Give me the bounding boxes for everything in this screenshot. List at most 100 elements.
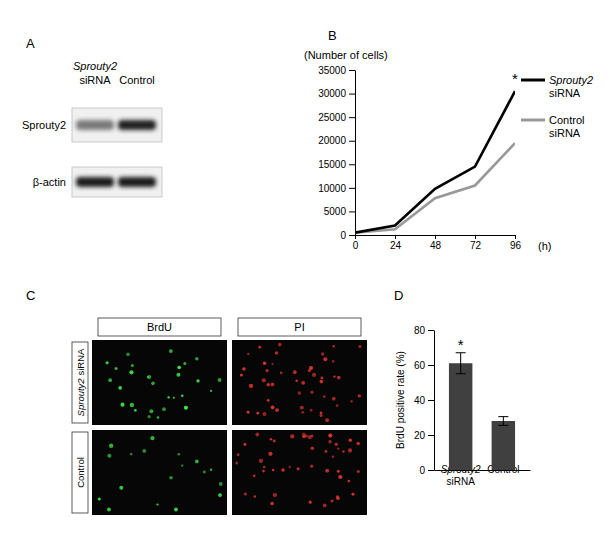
panel-letter: B <box>328 28 337 43</box>
cell-dot <box>267 399 270 402</box>
cell-dot <box>320 414 323 417</box>
cell-dot <box>281 468 284 471</box>
cell-dot <box>109 444 113 448</box>
column-head: BrdU <box>147 321 172 333</box>
tick-label: 25000 <box>318 112 346 123</box>
tick: 60 <box>414 360 434 371</box>
cell-dot <box>249 384 253 388</box>
cell-dot <box>323 503 327 507</box>
tick: 40 <box>414 395 434 406</box>
tick-mark <box>428 330 434 331</box>
tick: 35000 <box>318 65 355 76</box>
x-axis: Sprouty2siRNAControl <box>435 464 531 487</box>
row-head-box <box>72 342 88 423</box>
tick: 20000 <box>318 135 355 146</box>
micrograph <box>232 340 367 425</box>
cell-dot <box>337 470 340 473</box>
label-word: Control <box>75 457 86 488</box>
cell-dot <box>237 453 240 456</box>
cell-dot <box>147 376 149 378</box>
cell-dot <box>358 345 361 348</box>
tick-label: 35000 <box>318 65 346 76</box>
row-head: Control <box>75 457 86 488</box>
cell-dot <box>328 434 332 438</box>
cell-dot <box>323 395 326 398</box>
cell-dot <box>297 467 300 470</box>
tick: 25000 <box>318 112 355 123</box>
cell-dot <box>169 349 173 353</box>
legend-swatch <box>521 79 545 82</box>
cell-dot <box>357 470 360 473</box>
label-line: Sprouty2 <box>549 74 593 86</box>
cell-dot <box>332 455 335 458</box>
cell-dot <box>134 409 137 412</box>
cell-dot <box>107 508 111 512</box>
cell-dot <box>177 453 180 456</box>
cell-dot <box>356 442 360 446</box>
cell-dot <box>310 446 314 450</box>
cell-dot <box>328 440 332 444</box>
blot-strip <box>72 108 162 142</box>
cell-dot <box>332 360 335 363</box>
cell-dot <box>196 379 199 382</box>
cell-dot <box>273 493 277 497</box>
cell-dot <box>106 361 109 364</box>
tick-mark <box>428 435 434 436</box>
cell-dot <box>280 372 283 375</box>
cell-dot <box>312 373 316 377</box>
label-line: Control <box>549 114 584 126</box>
cell-dot <box>273 440 276 443</box>
cell-dot <box>183 362 186 365</box>
cell-dot <box>262 470 265 473</box>
cell-dot <box>147 375 151 379</box>
cell-dot <box>348 480 351 483</box>
tick: 0 <box>419 465 434 476</box>
cell-dot <box>210 390 212 392</box>
micrograph <box>232 430 367 515</box>
cell-dot <box>293 370 297 374</box>
cell-dot <box>301 381 305 385</box>
cell-dot <box>266 383 270 387</box>
lane-label: Sprouty2siRNA <box>73 60 117 86</box>
cell-dot <box>310 390 313 393</box>
cell-dot <box>309 366 313 370</box>
cell-dot <box>320 411 323 414</box>
cell-dot <box>272 469 274 471</box>
row-label: β-actin <box>33 176 66 188</box>
tick: 20 <box>414 430 434 441</box>
cell-dot <box>290 434 294 438</box>
cell-dot <box>301 411 304 414</box>
cell-dot <box>270 438 273 441</box>
annotation: * <box>512 70 518 87</box>
label-line: siRNA <box>549 127 581 139</box>
tick-label: 24 <box>390 240 402 251</box>
tick-mark <box>428 400 434 401</box>
plot-area <box>449 353 515 470</box>
cell-dot <box>98 497 101 500</box>
error-bar <box>498 417 508 426</box>
label-line: siRNA <box>549 87 581 99</box>
tick-mark <box>349 164 355 165</box>
cell-dot <box>119 486 123 490</box>
cell-dot <box>325 418 329 422</box>
cell-dot <box>295 380 297 382</box>
tick-label: 0 <box>419 465 425 476</box>
cell-dot <box>130 453 132 455</box>
panel-letter: A <box>26 36 35 51</box>
cell-dot <box>148 415 151 418</box>
cell-dot <box>169 476 173 480</box>
x-axis-title: (h) <box>538 240 551 252</box>
cell-dot <box>342 450 345 453</box>
error-cap <box>498 425 508 426</box>
cell-dot <box>195 460 199 464</box>
error-stem <box>460 353 461 374</box>
cell-dot <box>181 395 184 398</box>
tick-mark <box>349 94 355 95</box>
row-head: Sprouty2siRNA <box>75 348 86 416</box>
tick-mark <box>428 470 434 471</box>
tick-label: 10000 <box>318 183 346 194</box>
cell-dot <box>235 461 238 464</box>
cell-dot <box>331 500 334 503</box>
cell-dot <box>151 382 155 386</box>
tick-mark <box>349 117 355 118</box>
